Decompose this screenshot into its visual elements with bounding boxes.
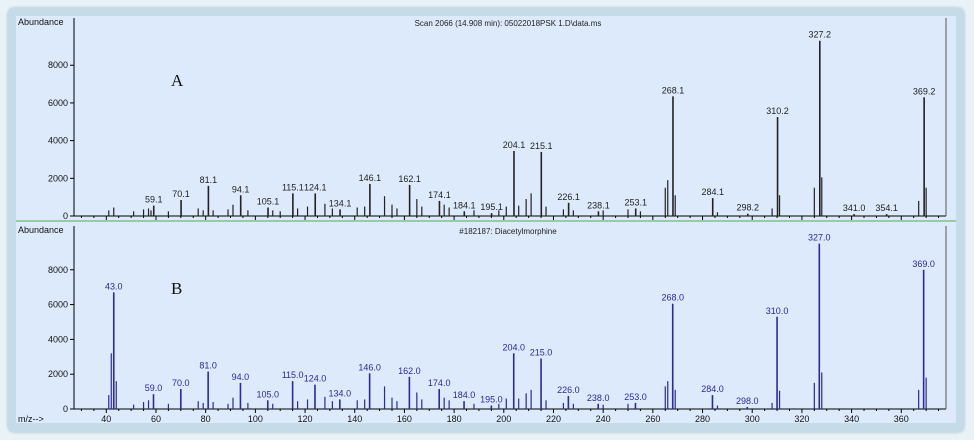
x-axis-label: m/z--> (18, 414, 44, 424)
x-tick-label: 280 (695, 414, 710, 424)
panel-letter: B (171, 279, 182, 298)
peak-label: 204.0 (502, 342, 525, 352)
x-tick-label: 40 (101, 414, 111, 424)
peak-label: 268.0 (661, 293, 684, 303)
peak-label: 184.0 (453, 390, 476, 400)
peak-label: 59.0 (145, 383, 163, 393)
peak-label: 204.1 (503, 140, 526, 150)
peak-label: 94.0 (232, 372, 250, 382)
peak-label: 134.0 (329, 388, 352, 398)
x-tick-label: 120 (298, 414, 313, 424)
x-tick-label: 180 (447, 414, 462, 424)
peak-label: 298.2 (736, 203, 759, 213)
peak-label: 184.1 (453, 200, 476, 210)
peak-label: 105.1 (257, 197, 280, 207)
peak-label: 124.1 (304, 182, 327, 192)
peak-label: 215.0 (530, 348, 553, 358)
x-tick-label: 200 (496, 414, 511, 424)
peak-label: 105.0 (257, 389, 280, 399)
y-axis-label: Abundance (18, 225, 64, 235)
panel-letter: A (171, 71, 184, 90)
y-tick-label: 6000 (48, 300, 68, 310)
y-tick-label: 8000 (48, 60, 68, 70)
panel-background (16, 221, 956, 423)
y-tick-label: 2000 (48, 369, 68, 379)
y-tick-label: 4000 (48, 334, 68, 344)
x-tick-label: 220 (546, 414, 561, 424)
spectrum-panel-a: 0200040006000800040608010012014016018020… (16, 16, 956, 231)
panel-background (16, 16, 956, 221)
peak-label: 134.1 (329, 198, 352, 208)
peak-label: 253.1 (624, 197, 647, 207)
x-tick-label: 300 (745, 414, 760, 424)
x-tick-label: 100 (248, 414, 263, 424)
peak-label: 81.0 (199, 361, 217, 371)
peak-label: 238.1 (587, 200, 610, 210)
peak-label: 70.0 (172, 378, 190, 388)
peak-label: 94.1 (232, 184, 250, 194)
peak-label: 174.0 (428, 378, 451, 388)
x-tick-label: 160 (397, 414, 412, 424)
spectrum-panel-b: 0 2000 4000 6000 8000 40 60 80 100 120 140 160 180 20… (16, 221, 956, 424)
peak-label: 369.2 (913, 86, 936, 96)
x-tick-label: 60 (151, 414, 161, 424)
x-tick-label: 340 (844, 414, 859, 424)
panel-title: #182187: Diacetylmorphine (459, 227, 557, 236)
peak-label: 115.0 (282, 370, 304, 380)
peak-label: 226.1 (557, 192, 580, 202)
y-axis-label: Abundance (18, 17, 64, 27)
peak-label: 354.1 (875, 203, 898, 213)
peak-label: 146.1 (359, 173, 382, 183)
x-tick-label: 320 (794, 414, 809, 424)
y-tick-label: 0 (63, 404, 68, 414)
x-tick-label: 140 (347, 414, 362, 424)
y-tick-label: 6000 (48, 98, 68, 108)
peak-label: 124.0 (304, 374, 327, 384)
peak-label: 43.0 (105, 281, 123, 291)
y-tick-label: 4000 (48, 136, 68, 146)
peak-label: 268.1 (662, 85, 685, 95)
x-tick-label: 360 (894, 414, 909, 424)
peak-label: 195.1 (480, 202, 503, 212)
peak-label: 284.0 (701, 384, 724, 394)
peak-label: 70.1 (172, 189, 190, 199)
x-tick-label: 80 (201, 414, 211, 424)
y-tick-label: 0 (63, 211, 68, 221)
peak-label: 253.0 (624, 392, 647, 402)
peak-label: 195.0 (480, 395, 503, 405)
peak-label: 226.0 (557, 385, 580, 395)
peak-label: 327.2 (809, 30, 832, 40)
peak-label: 174.1 (428, 190, 451, 200)
peak-label: 115.1 (282, 182, 304, 192)
peak-label: 238.0 (587, 393, 610, 403)
peak-label: 59.1 (145, 195, 163, 205)
peak-label: 341.0 (843, 203, 866, 213)
peak-label: 369.0 (912, 259, 935, 269)
peak-label: 298.0 (736, 396, 759, 406)
peak-label: 81.1 (200, 175, 218, 185)
y-tick-label: 8000 (48, 265, 68, 275)
peak-label: 284.1 (701, 187, 724, 197)
peak-label: 215.1 (530, 141, 553, 151)
panel-title: Scan 2066 (14.908 min): 05022018PSK 1.D\… (415, 19, 602, 28)
peak-label: 327.0 (808, 233, 831, 243)
x-tick-label: 260 (645, 414, 660, 424)
mass-spectra-figure: 0200040006000800040608010012014016018020… (16, 16, 956, 424)
peak-label: 146.0 (358, 362, 381, 372)
y-tick-label: 2000 (48, 173, 68, 183)
figure-frame: 0200040006000800040608010012014016018020… (8, 8, 964, 432)
peak-label: 162.0 (398, 366, 421, 376)
peak-label: 162.1 (398, 174, 421, 184)
peak-label: 310.2 (766, 106, 789, 116)
peak-label: 310.0 (766, 306, 789, 316)
x-tick-label: 240 (596, 414, 611, 424)
